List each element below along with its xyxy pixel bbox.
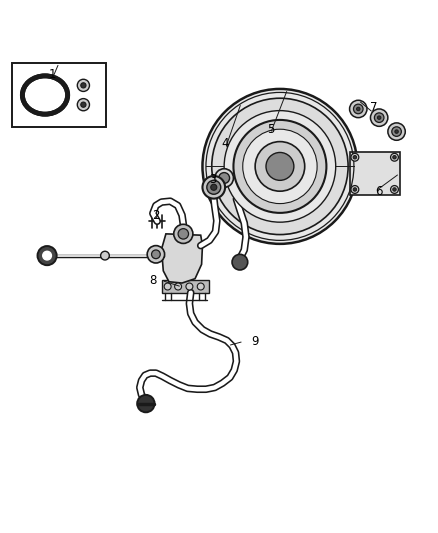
Bar	[12, 63, 106, 127]
Circle shape	[197, 283, 204, 290]
Circle shape	[378, 116, 381, 119]
Text: 7: 7	[370, 101, 377, 114]
Circle shape	[351, 185, 359, 193]
Circle shape	[255, 142, 305, 191]
Bar	[350, 152, 400, 195]
Circle shape	[212, 98, 348, 235]
Circle shape	[219, 173, 230, 183]
Circle shape	[77, 99, 89, 111]
Ellipse shape	[30, 83, 60, 107]
Text: 1: 1	[49, 68, 57, 80]
Circle shape	[81, 102, 86, 107]
Circle shape	[388, 123, 405, 140]
Circle shape	[371, 109, 388, 126]
Circle shape	[233, 120, 326, 213]
Text: 8: 8	[149, 274, 156, 287]
Circle shape	[224, 111, 336, 222]
Circle shape	[178, 229, 188, 239]
Circle shape	[393, 156, 396, 159]
Circle shape	[43, 251, 51, 260]
Text: 5: 5	[267, 123, 274, 136]
Circle shape	[392, 127, 401, 136]
Circle shape	[186, 283, 193, 290]
Circle shape	[175, 283, 182, 290]
Polygon shape	[162, 234, 202, 283]
Circle shape	[215, 169, 233, 187]
Circle shape	[207, 180, 221, 194]
Text: 4: 4	[222, 138, 229, 150]
Text: 9: 9	[251, 335, 258, 348]
Circle shape	[81, 83, 86, 88]
Circle shape	[243, 129, 317, 204]
Circle shape	[357, 107, 360, 111]
Circle shape	[152, 250, 160, 259]
Circle shape	[353, 156, 357, 159]
Circle shape	[101, 251, 110, 260]
Circle shape	[266, 152, 294, 180]
Circle shape	[137, 395, 155, 413]
Circle shape	[353, 188, 357, 191]
Circle shape	[391, 154, 399, 161]
Circle shape	[211, 184, 217, 190]
Ellipse shape	[22, 76, 67, 114]
Circle shape	[391, 185, 399, 193]
Circle shape	[77, 79, 89, 92]
Circle shape	[38, 246, 57, 265]
Circle shape	[374, 113, 384, 123]
Text: 3: 3	[209, 173, 216, 186]
Text: 6: 6	[375, 185, 383, 198]
Text: 2: 2	[152, 208, 159, 222]
Circle shape	[174, 224, 193, 244]
Circle shape	[147, 246, 165, 263]
Bar	[162, 280, 208, 293]
Circle shape	[350, 100, 367, 118]
Circle shape	[202, 89, 357, 244]
Circle shape	[353, 104, 363, 114]
Circle shape	[395, 130, 398, 133]
Circle shape	[393, 188, 396, 191]
Circle shape	[202, 176, 225, 199]
Circle shape	[164, 283, 171, 290]
Circle shape	[351, 154, 359, 161]
Circle shape	[232, 254, 248, 270]
